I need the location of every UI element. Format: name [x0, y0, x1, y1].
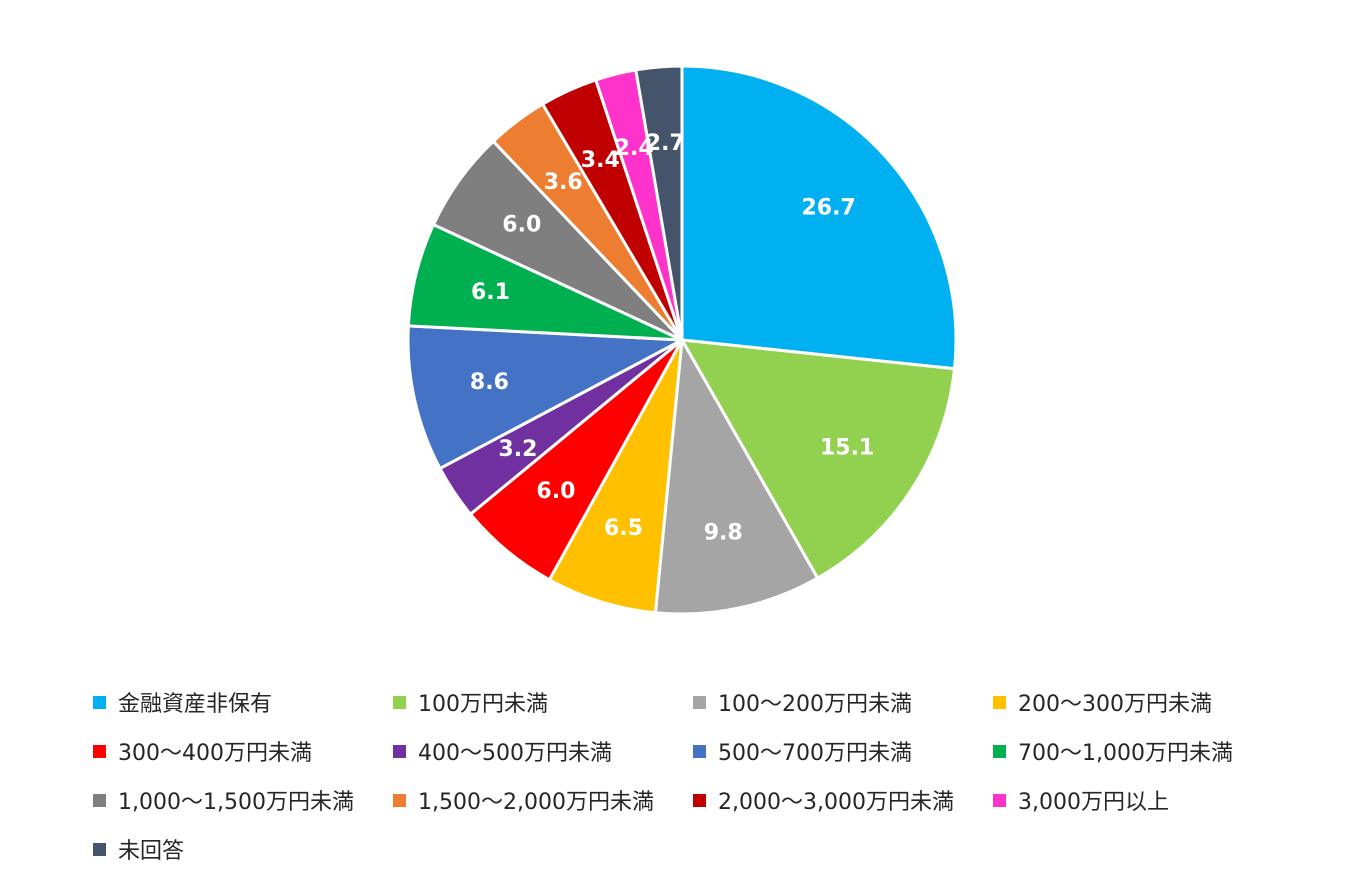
legend-label: 1,500～2,000万円未満: [418, 790, 654, 815]
legend-label: 100万円未満: [418, 692, 548, 717]
legend-swatch: [693, 744, 706, 758]
legend-label: 2,000～3,000万円未満: [718, 790, 954, 815]
legend-item-7: 500～700万円未満: [693, 731, 912, 771]
legend-item-12: 3,000万円以上: [993, 780, 1169, 820]
legend-label: 金融資産非保有: [118, 692, 273, 717]
legend-swatch: [93, 744, 106, 758]
slice-value-label-8: 6.1: [471, 280, 510, 305]
legend-label: 1,000～1,500万円未満: [118, 790, 354, 815]
legend-item-11: 2,000～3,000万円未満: [693, 780, 954, 820]
legend-swatch: [993, 793, 1006, 807]
slice-value-label-9: 6.0: [502, 212, 541, 237]
pie-slice-3: [653, 338, 820, 616]
legend-swatch: [393, 744, 406, 758]
pie-slice-7: [406, 324, 684, 470]
slice-value-label-5: 6.0: [536, 479, 575, 504]
legend-swatch: [93, 842, 106, 856]
legend-item-9: 1,000～1,500万円未満: [93, 780, 354, 820]
legend-swatch: [93, 695, 106, 709]
pie-slice-13: [634, 64, 684, 342]
slice-value-label-1: 26.7: [801, 196, 855, 221]
legend-swatch: [93, 793, 106, 807]
legend-label: 未回答: [118, 839, 185, 864]
pie-chart: 26.715.19.86.56.03.28.66.16.03.63.42.42.…: [406, 64, 958, 616]
legend-swatch: [693, 793, 706, 807]
legend-item-3: 100～200万円未満: [693, 682, 912, 722]
legend-swatch: [393, 793, 406, 807]
legend-item-2: 100万円未満: [393, 682, 548, 722]
legend-swatch: [993, 695, 1006, 709]
slice-value-label-11: 3.4: [581, 148, 620, 173]
legend-item-1: 金融資産非保有: [93, 682, 272, 722]
pie-slice-2: [680, 338, 956, 580]
legend-label: 400～500万円未満: [418, 741, 612, 766]
legend-label: 200～300万円未満: [1018, 692, 1212, 717]
slice-value-label-13: 2.7: [646, 131, 685, 156]
legend-label: 300～400万円未満: [118, 741, 312, 766]
legend-label: 3,000万円以上: [1018, 790, 1169, 815]
legend-item-5: 300～400万円未満: [93, 731, 312, 771]
legend-label: 100～200万円未満: [718, 692, 912, 717]
legend-item-6: 400～500万円未満: [393, 731, 612, 771]
slice-value-label-2: 15.1: [820, 436, 874, 461]
legend-label: 700～1,000万円未満: [1018, 741, 1233, 766]
slice-value-label-6: 3.2: [498, 437, 537, 462]
pie-slice-4: [547, 338, 684, 615]
pie-slices: [406, 64, 958, 616]
pie-value-labels: 26.715.19.86.56.03.28.66.16.03.63.42.42.…: [470, 131, 874, 546]
slice-value-label-3: 9.8: [704, 520, 743, 545]
legend-item-4: 200～300万円未満: [993, 682, 1212, 722]
slice-value-label-4: 6.5: [604, 516, 643, 541]
legend-swatch: [393, 695, 406, 709]
slice-value-label-10: 3.6: [544, 170, 583, 195]
legend-item-10: 1,500～2,000万円未満: [393, 780, 654, 820]
slice-value-label-7: 8.6: [470, 370, 509, 395]
legend-label: 500～700万円未満: [718, 741, 912, 766]
slice-value-label-12: 2.4: [615, 136, 654, 161]
legend-swatch: [693, 695, 706, 709]
pie-slice-1: [680, 64, 958, 371]
legend-swatch: [993, 744, 1006, 758]
legend-item-13: 未回答: [93, 829, 184, 869]
legend-item-8: 700～1,000万円未満: [993, 731, 1233, 771]
